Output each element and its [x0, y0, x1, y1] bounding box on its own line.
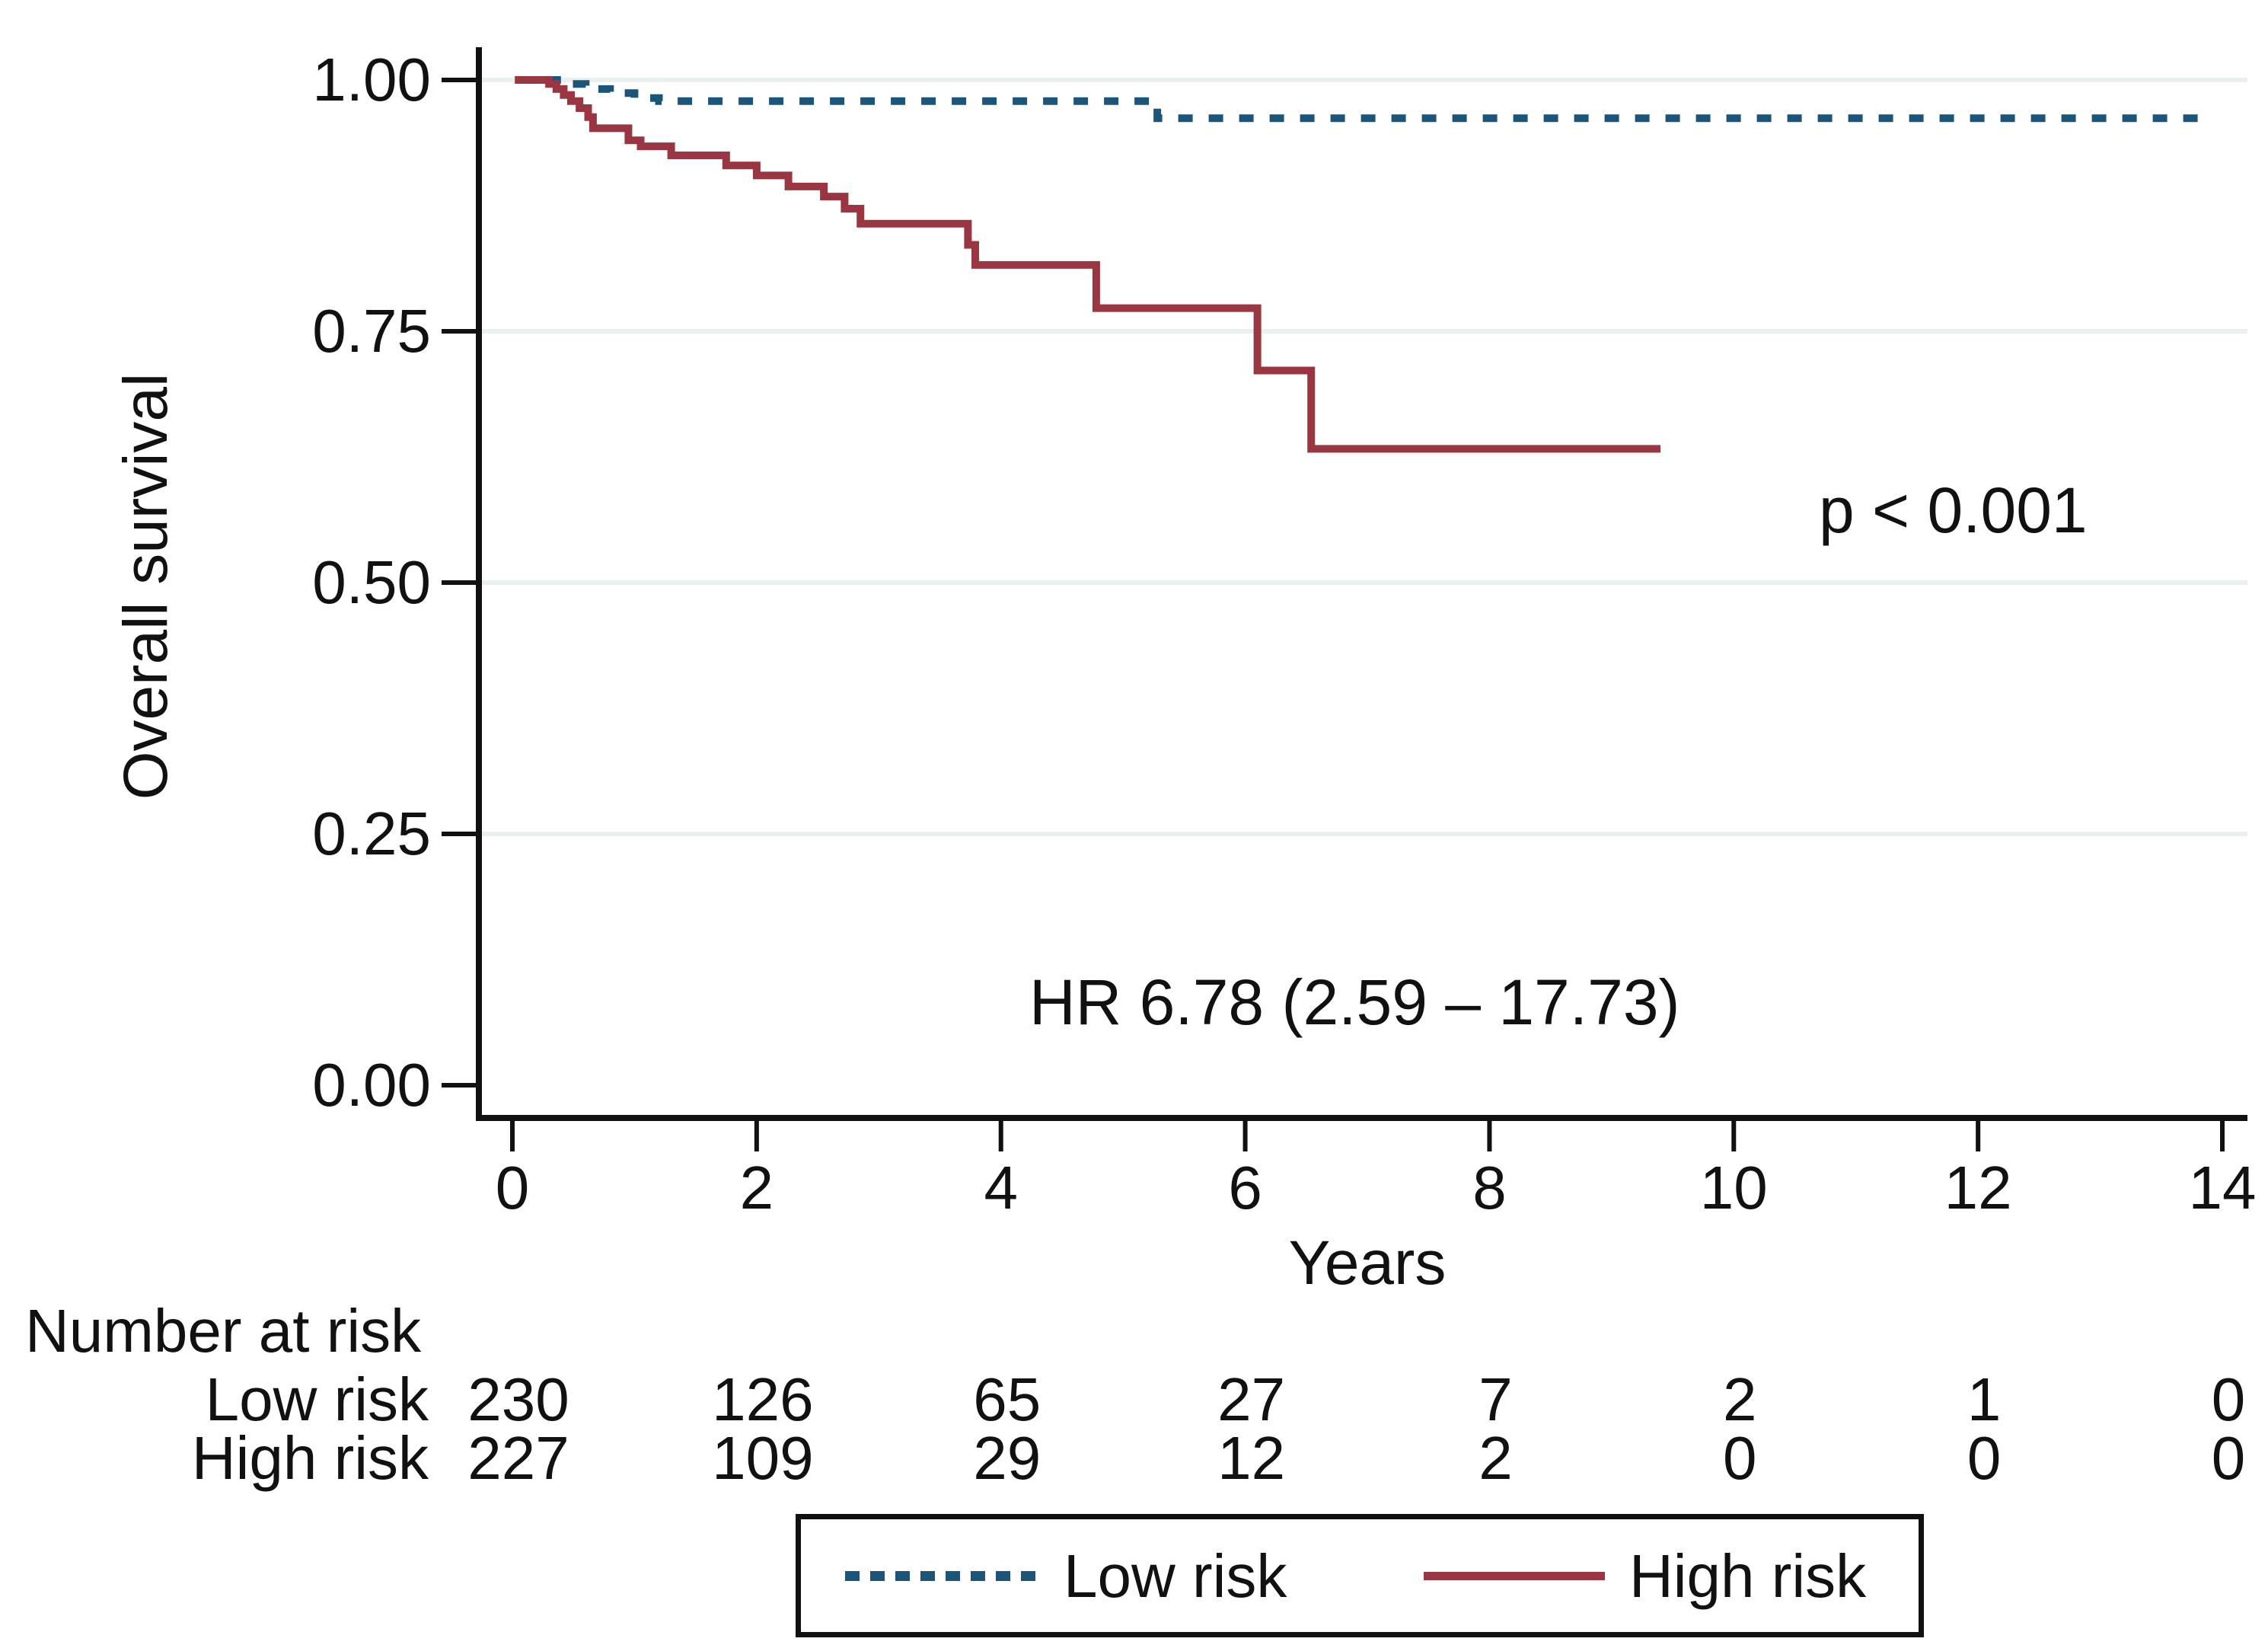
- risk-count: 2: [1723, 1365, 1757, 1433]
- risk-count: 27: [1217, 1365, 1286, 1433]
- survival-curve-low-risk: [515, 76, 2210, 123]
- x-tick-label: 4: [984, 1154, 1018, 1222]
- p-value-annotation: p < 0.001: [1819, 474, 2088, 546]
- x-tick-label: 14: [2188, 1154, 2257, 1222]
- x-tick-label: 2: [739, 1154, 774, 1222]
- x-tick-label: 10: [1699, 1154, 1768, 1222]
- legend-dashed-line-swatch: [845, 1571, 1041, 1581]
- x-tick-label: 8: [1472, 1154, 1507, 1222]
- y-tick-label: 0.50: [312, 548, 431, 616]
- legend-label-low-risk: Low risk: [1064, 1542, 1287, 1610]
- y-tick-label: 0.00: [312, 1051, 431, 1119]
- x-tick-label: 12: [1944, 1154, 2012, 1222]
- risk-table-title: Number at risk: [25, 1297, 422, 1365]
- risk-count: 0: [1967, 1424, 2002, 1492]
- legend-label-high-risk: High risk: [1629, 1542, 1867, 1610]
- risk-count: 0: [2211, 1424, 2246, 1492]
- x-tick-label: 6: [1228, 1154, 1262, 1222]
- survival-curve-high-risk: [515, 76, 1660, 453]
- hazard-ratio-annotation: HR 6.78 (2.59 – 17.73): [1029, 966, 1680, 1038]
- y-axis-title: Overall survival: [111, 372, 180, 800]
- risk-count: 7: [1479, 1365, 1513, 1433]
- y-tick-label: 0.25: [312, 800, 431, 867]
- risk-count: 109: [712, 1424, 814, 1492]
- risk-count: 29: [973, 1424, 1041, 1492]
- risk-count: 65: [973, 1365, 1041, 1433]
- risk-count: 227: [467, 1424, 569, 1492]
- risk-count: 0: [1723, 1424, 1757, 1492]
- risk-row-label-high: High risk: [191, 1424, 429, 1492]
- x-tick-label: 0: [495, 1154, 530, 1222]
- y-tick-label: 1.00: [312, 46, 431, 113]
- risk-count: 126: [712, 1365, 814, 1433]
- legend: Low risk High risk: [796, 1514, 1924, 1637]
- y-tick-label: 0.75: [312, 297, 431, 365]
- risk-count: 2: [1479, 1424, 1513, 1492]
- x-axis-title: Years: [1288, 1228, 1447, 1298]
- risk-count: 230: [467, 1365, 569, 1433]
- risk-row-label-low: Low risk: [205, 1365, 429, 1433]
- risk-count: 1: [1967, 1365, 2002, 1433]
- risk-count: 0: [2211, 1365, 2246, 1433]
- legend-solid-line-swatch: [1424, 1572, 1605, 1580]
- risk-count: 12: [1217, 1424, 1286, 1492]
